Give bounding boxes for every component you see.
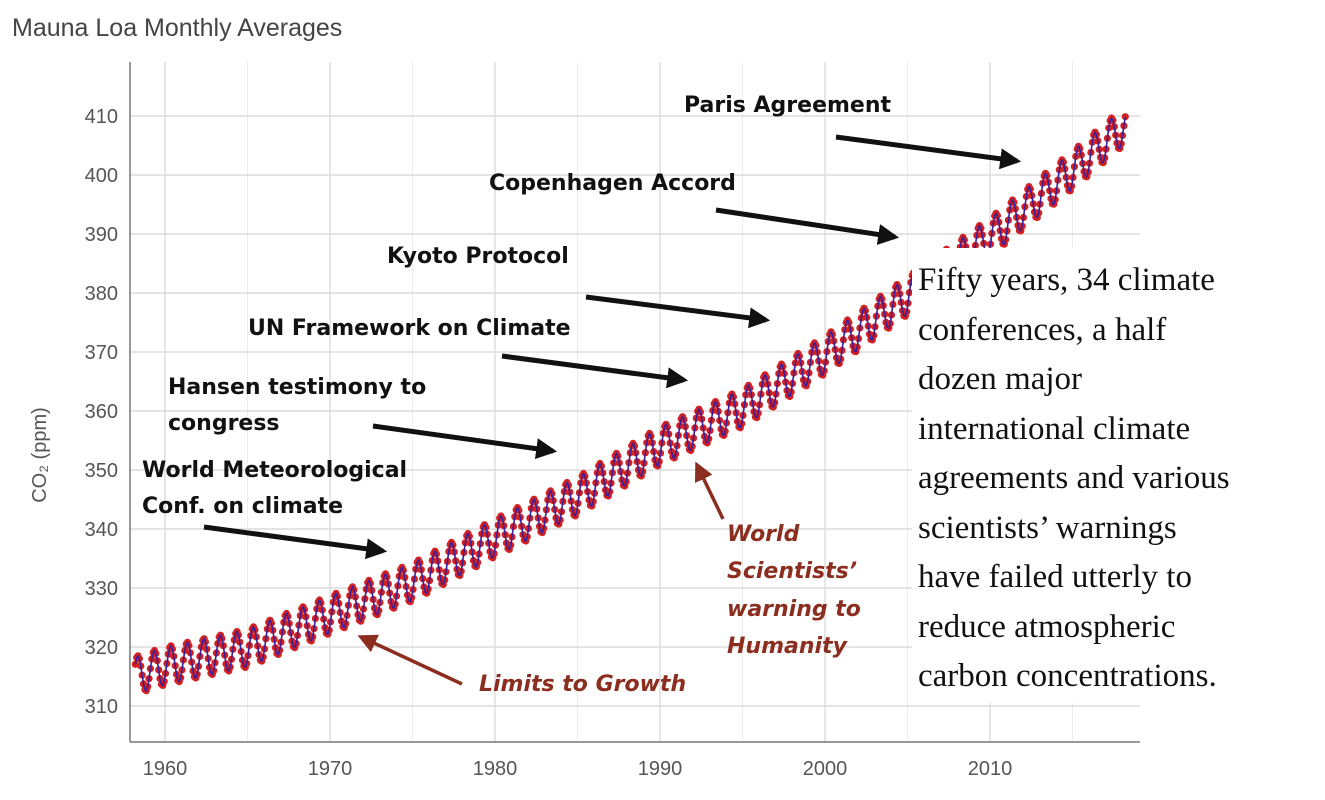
y-tick-label: 340 [85, 519, 118, 541]
annotation-wmo-line1: World Meteorological [142, 458, 407, 483]
annotation-warning-line2: Scientists’ [727, 559, 857, 584]
y-tick-label: 400 [85, 165, 118, 187]
y-tick-label: 310 [85, 696, 118, 718]
x-tick-label: 1980 [473, 758, 518, 780]
kyoto-arrow [585, 294, 771, 329]
chart-title: Mauna Loa Monthly Averages [12, 14, 342, 42]
summary-line: dozen major [918, 361, 1083, 397]
hansen-arrow [372, 423, 558, 460]
summary-line: reduce atmospheric [918, 608, 1176, 645]
annotation-warning-line4: Humanity [727, 634, 849, 659]
summary-line: scientists’ warnings [918, 509, 1177, 546]
summary-line: agreements and various [918, 460, 1230, 496]
y-tick-label: 360 [85, 401, 118, 423]
y-tick-label: 370 [85, 342, 118, 364]
annotation-paris: Paris Agreement [684, 93, 891, 118]
summary-line: conferences, a half [918, 311, 1167, 348]
y-axis-label: CO₂ (ppm) [29, 407, 51, 503]
summary-line: carbon concentrations. [918, 658, 1217, 694]
wmo-arrow [203, 524, 388, 560]
y-tick-label: 390 [85, 224, 118, 246]
annotation-hansen-line2: congress [168, 411, 280, 436]
annotation-warning-line3: warning to [727, 597, 861, 622]
summary-line: have failed utterly to [918, 559, 1192, 595]
summary-line: Fifty years, 34 climate [918, 262, 1215, 298]
x-tick-label: 1960 [143, 758, 188, 780]
y-tick-label: 350 [85, 460, 118, 482]
annotation-limits: Limits to Growth [479, 672, 686, 697]
x-axis-ticks: 1960 1970 1980 1990 2000 2010 [143, 758, 1013, 780]
summary-text-box: Fifty years, 34 climate conferences, a h… [912, 248, 1320, 703]
summary-line: international climate [918, 410, 1191, 447]
limits-arrow [357, 634, 463, 686]
annotation-hansen-line1: Hansen testimony to [168, 375, 426, 400]
copenhagen-arrow [715, 207, 900, 245]
annotation-unfccc: UN Framework on Climate [248, 316, 571, 341]
warning-arrow [695, 461, 725, 520]
x-tick-label: 2000 [803, 758, 848, 780]
data-point [131, 660, 139, 668]
x-tick-label: 2010 [968, 758, 1013, 780]
x-tick-label: 1990 [638, 758, 683, 780]
x-tick-label: 1970 [308, 758, 353, 780]
annotation-wmo-line2: Conf. on climate [142, 494, 343, 519]
unfccc-arrow [501, 353, 689, 389]
annotation-copenhagen: Copenhagen Accord [489, 171, 736, 196]
paris-arrow [835, 134, 1022, 170]
trend-line [134, 116, 1127, 693]
y-tick-label: 380 [85, 283, 118, 305]
y-axis-ticks: 310 320 330 340 350 360 370 380 390 400 410 [85, 106, 118, 718]
annotation-warning-line1: World [727, 522, 800, 547]
annotation-kyoto: Kyoto Protocol [387, 244, 569, 269]
y-tick-label: 330 [85, 578, 118, 600]
y-tick-label: 410 [85, 106, 118, 128]
y-tick-label: 320 [85, 637, 118, 659]
